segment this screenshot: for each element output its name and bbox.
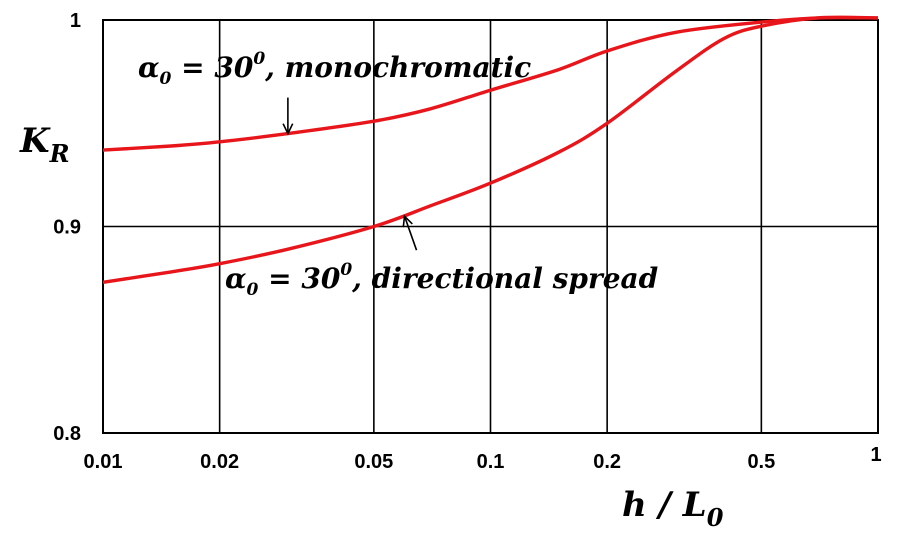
x-tick-label: 0.05 <box>354 451 393 473</box>
y-tick-label: 1 <box>70 10 81 32</box>
annotation-value-superscript: 0 <box>253 49 265 69</box>
x-tick-label: 0.1 <box>477 451 505 473</box>
y-axis-label-main: K <box>19 121 51 161</box>
annotation-arrow-2 <box>403 215 418 251</box>
annotation-value-superscript: 0 <box>340 260 352 280</box>
annotation-text: , directional spread <box>351 262 658 295</box>
annotation-arrowhead-1 <box>282 123 294 136</box>
x-axis-label-main: h / L <box>622 485 707 525</box>
x-tick-label: 0.02 <box>200 451 239 473</box>
y-axis-label-subscript: R <box>49 139 70 168</box>
annotation-label-1: α0 = 300, monochromatic <box>138 49 531 89</box>
x-tick-label: 1 <box>870 444 881 466</box>
x-tick-label: 0.5 <box>747 451 775 473</box>
annotation-label-2: α0 = 300, directional spread <box>225 260 658 300</box>
y-tick-label: 0.9 <box>53 217 81 239</box>
x-tick-label: 0.2 <box>593 451 621 473</box>
annotation-symbol-subscript: 0 <box>247 280 259 300</box>
annotation-arrowhead-2 <box>402 214 413 228</box>
series-line-2 <box>102 15 879 284</box>
annotation-relation: = <box>171 51 214 84</box>
x-axis-label-subscript: 0 <box>707 503 724 532</box>
x-tick-label: 0.01 <box>84 451 123 473</box>
series-line-1 <box>102 15 879 152</box>
y-axis-label: KR <box>19 121 70 168</box>
annotation-value: 30 <box>301 262 340 295</box>
annotation-symbol-subscript: 0 <box>160 69 172 89</box>
annotation-text: , monochromatic <box>264 51 531 84</box>
annotation-symbol: α <box>225 262 247 295</box>
annotation-symbol: α <box>138 51 160 84</box>
x-axis-label: h / L0 <box>622 485 724 532</box>
annotation-value: 30 <box>214 51 253 84</box>
y-tick-label: 0.8 <box>53 423 81 445</box>
annotation-relation: = <box>258 262 301 295</box>
